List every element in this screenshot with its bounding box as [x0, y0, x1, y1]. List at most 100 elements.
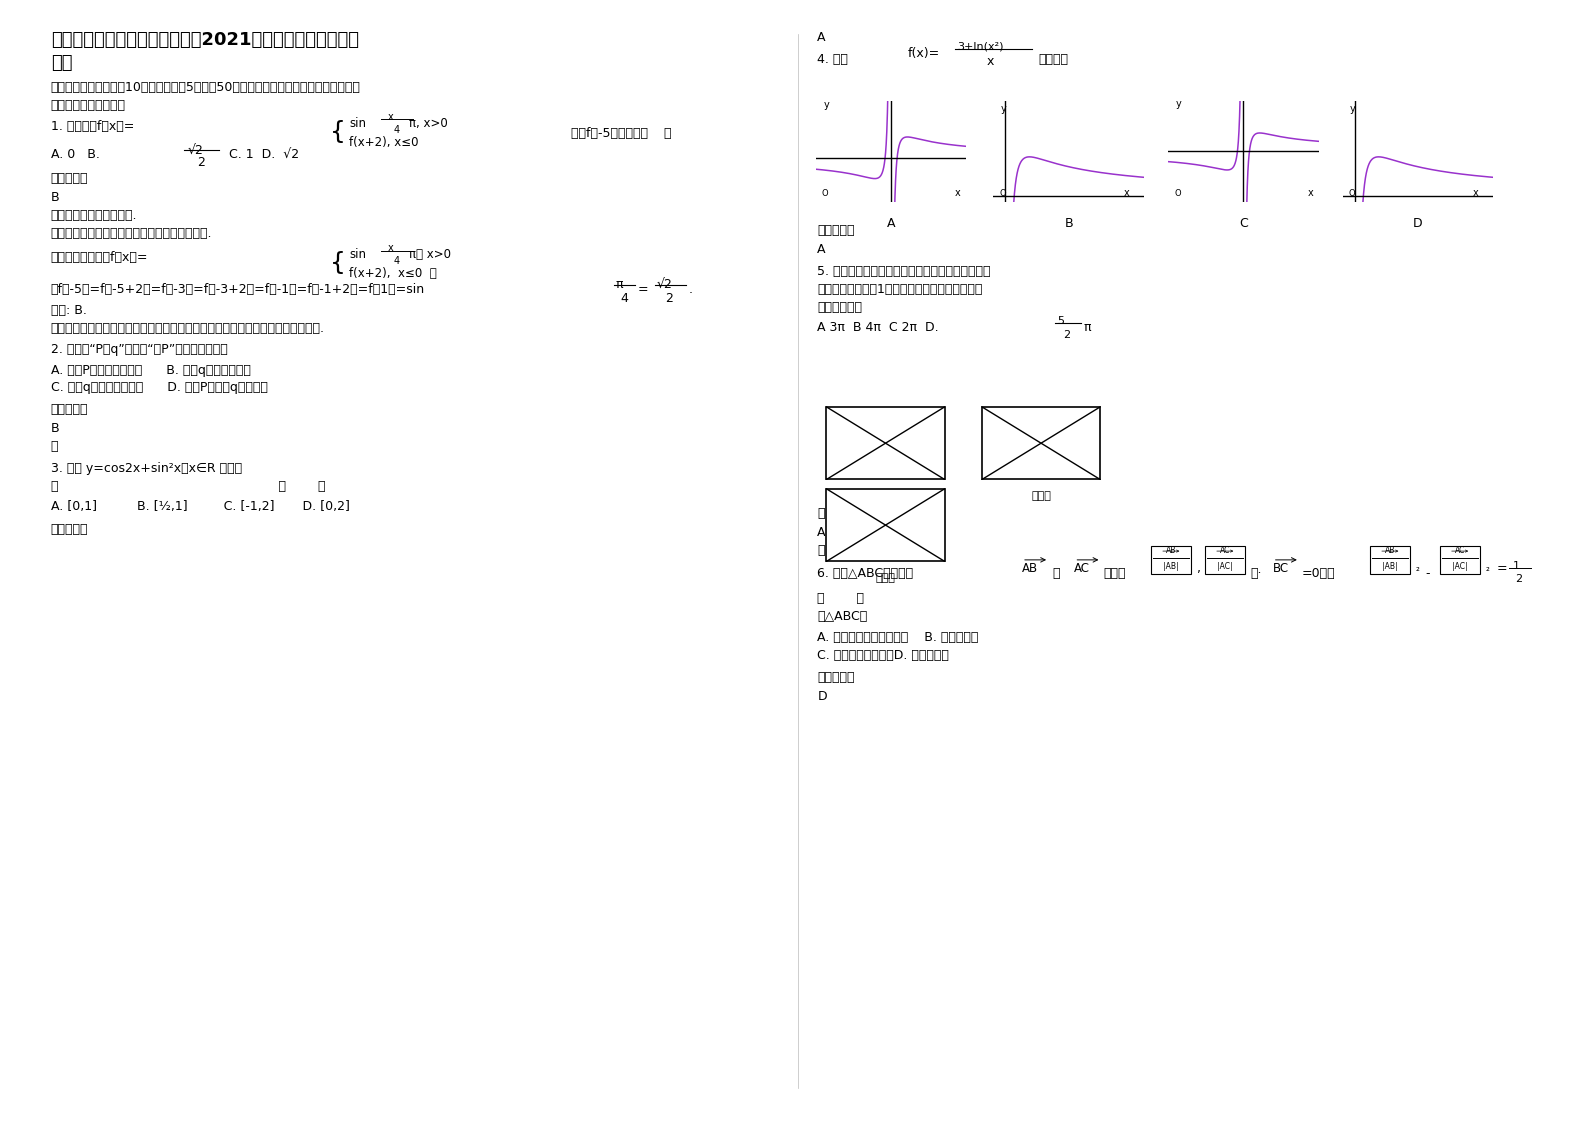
Text: y: y: [1351, 104, 1355, 114]
Text: 则△ABC为: 则△ABC为: [817, 610, 868, 624]
Text: 4: 4: [394, 125, 400, 135]
Text: |AC|: |AC|: [1217, 562, 1233, 571]
Text: AC: AC: [1455, 546, 1465, 555]
Text: 则f（-5）=f（-5+2）=f（-3）=f（-3+2）=f（-1）=f（-1+2）=f（1）=sin: 则f（-5）=f（-5+2）=f（-3）=f（-3+2）=f（-1）=f（-1+…: [51, 283, 425, 296]
Text: 【解答】解：函数f（x）=: 【解答】解：函数f（x）=: [51, 251, 148, 265]
Text: =0，且: =0，且: [1301, 567, 1335, 580]
Text: ²: ²: [1416, 567, 1419, 577]
Text: AC: AC: [1074, 562, 1090, 576]
Text: 参考答案：: 参考答案：: [817, 507, 855, 521]
Text: ，则f（-5）的值为（    ）: ，则f（-5）的值为（ ）: [571, 127, 671, 140]
Text: （        ）: （ ）: [817, 592, 865, 606]
Text: 【点评】本题考查分段函数的应用，抽象函数求值，三角函数求值，考查计算能力.: 【点评】本题考查分段函数的应用，抽象函数求值，三角函数求值，考查计算能力.: [51, 322, 325, 335]
Text: 6. 已知△ABC中，向量: 6. 已知△ABC中，向量: [817, 567, 914, 580]
Text: 2: 2: [1063, 330, 1070, 340]
Text: B: B: [1065, 217, 1073, 230]
Text: 4: 4: [621, 292, 628, 305]
Text: f(x+2), x≤0: f(x+2), x≤0: [349, 136, 419, 149]
Text: C. 命题q不一定是真命题      D. 命题P与命题q同真同假: C. 命题q不一定是真命题 D. 命题P与命题q同真同假: [51, 381, 268, 395]
Text: √2: √2: [187, 144, 203, 157]
Text: f(x+2),  x≤0  ，: f(x+2), x≤0 ，: [349, 267, 436, 280]
Text: x: x: [1473, 187, 1477, 197]
Text: 参考答案：: 参考答案：: [817, 224, 855, 238]
Text: A: A: [817, 243, 825, 257]
Text: O: O: [1174, 188, 1181, 197]
Text: 一、选择题：本大题共10小题，每小题5分，共50分。在每小题给出的四个选项中，只有: 一、选择题：本大题共10小题，每小题5分，共50分。在每小题给出的四个选项中，只…: [51, 81, 360, 94]
Text: ,: ,: [1197, 562, 1201, 576]
Text: ²: ²: [1485, 567, 1489, 577]
Text: B: B: [51, 422, 59, 435]
Text: 参考答案：: 参考答案：: [817, 671, 855, 684]
Text: AB: AB: [1022, 562, 1038, 576]
Text: .: .: [689, 283, 694, 296]
Text: 2. 若命题“P或q”与命题“非P”都是真命题，则: 2. 若命题“P或q”与命题“非P”都是真命题，则: [51, 343, 227, 357]
Text: -: -: [1425, 567, 1430, 580]
Text: C: C: [1239, 217, 1247, 230]
Text: 【分析】利用分段函数的解析式，转化求解即可.: 【分析】利用分段函数的解析式，转化求解即可.: [51, 227, 213, 240]
Text: |AC|: |AC|: [1452, 562, 1468, 571]
Text: 参考答案：: 参考答案：: [51, 403, 89, 416]
Text: AC: AC: [1220, 546, 1230, 555]
Text: |AB|: |AB|: [1163, 562, 1179, 571]
Text: A. [0,1]          B. [½,1]         C. [-1,2]       D. [0,2]: A. [0,1] B. [½,1] C. [-1,2] D. [0,2]: [51, 500, 349, 514]
Text: A: A: [817, 526, 825, 540]
Text: 正视图: 正视图: [876, 491, 895, 502]
Text: AB: AB: [1385, 546, 1395, 555]
Text: 4: 4: [394, 256, 400, 266]
Text: 故选: B.: 故选: B.: [51, 304, 87, 318]
Text: O: O: [1349, 188, 1355, 197]
Text: x: x: [1124, 187, 1128, 197]
Text: 是一个符合题目要求的: 是一个符合题目要求的: [51, 99, 125, 112]
Text: π: π: [616, 278, 624, 292]
Text: D: D: [817, 690, 827, 703]
Text: x: x: [387, 112, 394, 122]
Text: 3. 函数 y=cos2x+sin²x，x∈R 的值域: 3. 函数 y=cos2x+sin²x，x∈R 的值域: [51, 462, 241, 476]
Text: 的图象是: 的图象是: [1038, 53, 1068, 66]
Text: f(x)=: f(x)=: [908, 47, 940, 61]
Text: 2: 2: [1516, 574, 1522, 585]
Text: 4. 函数: 4. 函数: [817, 53, 847, 66]
Text: ）·: ）·: [1251, 567, 1262, 580]
Text: A 3π  B 4π  C 2π  D.: A 3π B 4π C 2π D.: [817, 321, 940, 334]
Text: y: y: [1176, 99, 1181, 109]
Text: 2: 2: [197, 156, 205, 169]
Text: 参考答案：: 参考答案：: [51, 172, 89, 185]
Text: 参考答案：: 参考答案：: [51, 523, 89, 536]
Text: 侧视图: 侧视图: [1032, 491, 1051, 502]
Text: 略: 略: [51, 440, 59, 453]
Text: 解析: 解析: [51, 54, 73, 72]
Text: 5. 某四面体的三视图如图所示，正视图、侧视图、: 5. 某四面体的三视图如图所示，正视图、侧视图、: [817, 265, 990, 278]
Text: 略: 略: [817, 544, 825, 558]
Text: x: x: [387, 243, 394, 254]
Text: @正确云: @正确云: [1000, 168, 1027, 178]
Text: AB: AB: [1166, 546, 1176, 555]
Text: A. 三边均不相等的三角形    B. 直角三角形: A. 三边均不相等的三角形 B. 直角三角形: [817, 631, 979, 644]
Text: A. 0   B.: A. 0 B.: [51, 148, 100, 162]
Text: C. 等腰非等边三角形D. 等边三角形: C. 等腰非等边三角形D. 等边三角形: [817, 649, 949, 662]
Text: A: A: [887, 217, 895, 230]
Text: {: {: [330, 251, 346, 275]
Text: π: π: [1084, 321, 1092, 334]
Text: =: =: [1497, 562, 1508, 576]
Text: √2: √2: [657, 278, 673, 292]
Text: x: x: [1308, 187, 1312, 197]
Text: 俯视图都是边长为1的正方形，则此四面体的外接: 俯视图都是边长为1的正方形，则此四面体的外接: [817, 283, 982, 296]
Text: y: y: [1001, 104, 1006, 114]
Text: A. 命题P不一定是假命题      B. 命题q一定是真命题: A. 命题P不一定是假命题 B. 命题q一定是真命题: [51, 364, 251, 377]
Text: D: D: [1412, 217, 1424, 230]
Text: 俯视图: 俯视图: [876, 573, 895, 583]
Text: x: x: [955, 187, 960, 197]
Text: 2: 2: [665, 292, 673, 305]
Text: 是                                                       （        ）: 是 （ ）: [51, 480, 325, 494]
Text: 与: 与: [1052, 567, 1060, 580]
Text: O: O: [1000, 188, 1006, 197]
Text: B: B: [51, 191, 59, 204]
Text: A: A: [817, 31, 825, 45]
Text: 球的表面积为: 球的表面积为: [817, 301, 862, 314]
Text: sin: sin: [349, 248, 367, 261]
Text: {: {: [330, 120, 346, 144]
Text: 满足（: 满足（: [1103, 567, 1125, 580]
Text: π， x>0: π， x>0: [409, 248, 451, 261]
Text: |AB|: |AB|: [1382, 562, 1398, 571]
Text: y: y: [824, 100, 828, 110]
